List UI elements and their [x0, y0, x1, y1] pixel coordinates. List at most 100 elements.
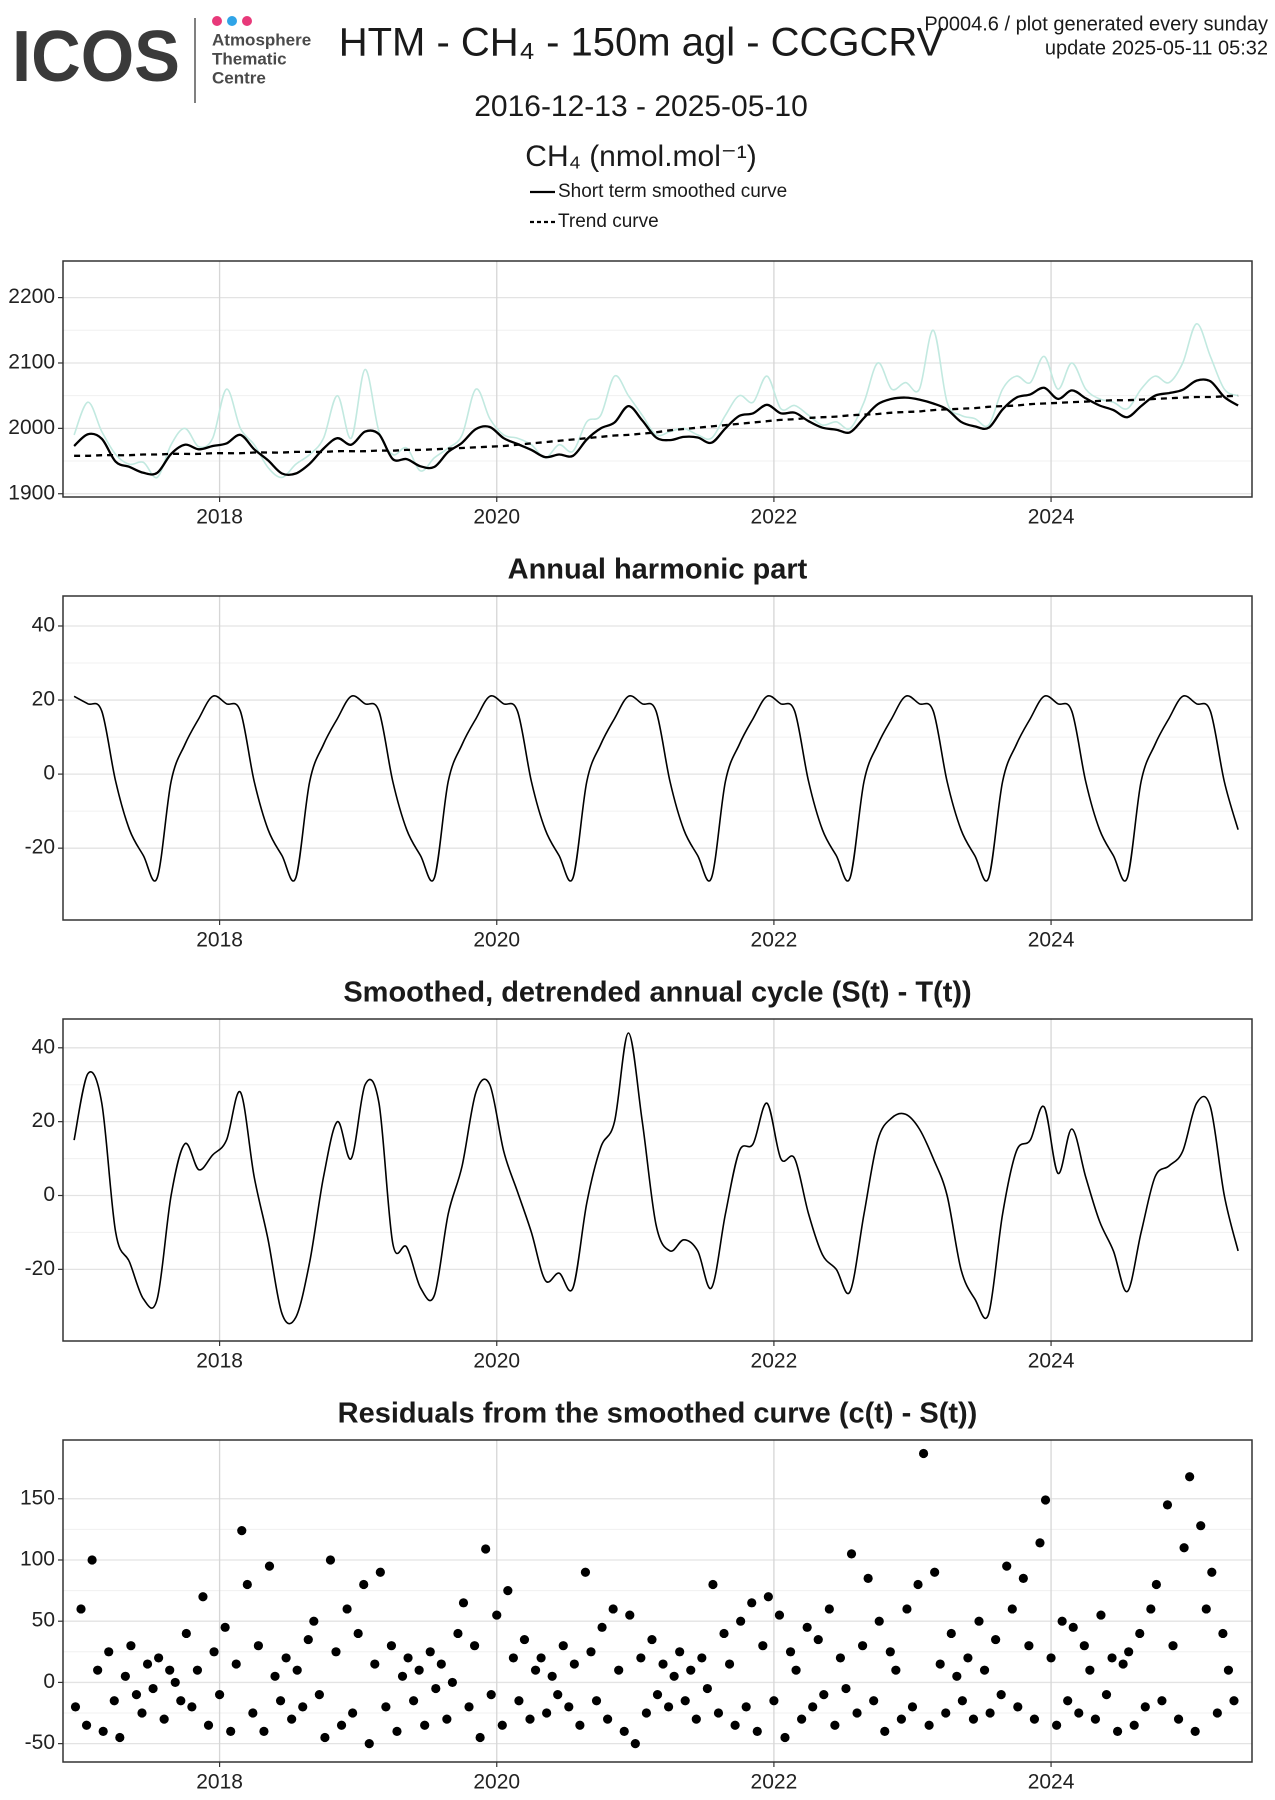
header: ICOS Atmosphere Thematic Centre HTM - CH… — [12, 13, 1268, 123]
residual-point — [1018, 1573, 1028, 1583]
residual-point — [747, 1598, 757, 1608]
residual-point — [1173, 1714, 1184, 1724]
panel-background — [63, 596, 1252, 920]
y-tick-label: 20 — [32, 1109, 55, 1132]
residual-point — [597, 1622, 607, 1632]
smoothed-line — [73, 378, 1239, 477]
residual-point — [115, 1732, 125, 1743]
residual-point — [181, 1628, 191, 1639]
residual-point — [198, 1592, 208, 1602]
residual-point — [935, 1659, 945, 1669]
residual-point — [968, 1714, 979, 1724]
x-tick-label: 2020 — [473, 506, 520, 529]
residual-point — [93, 1665, 103, 1675]
residual-point — [835, 1653, 846, 1663]
residual-point — [797, 1714, 807, 1724]
residual-point — [963, 1653, 973, 1663]
residual-point — [979, 1665, 990, 1675]
residual-point — [946, 1628, 956, 1639]
residual-point — [131, 1690, 142, 1700]
logo-dot — [227, 16, 237, 26]
residual-point — [447, 1677, 458, 1688]
panel-frame — [62, 1018, 1253, 1342]
panel-frame — [62, 595, 1253, 921]
panel-frame — [62, 260, 1253, 498]
y-tick-label: 1900 — [8, 481, 55, 504]
residual-point — [209, 1647, 219, 1657]
residual-point — [1046, 1653, 1056, 1663]
residual-point — [403, 1653, 413, 1663]
residual-point — [226, 1726, 236, 1736]
residual-point — [1112, 1726, 1123, 1736]
residual-point — [846, 1549, 857, 1559]
residual-point — [808, 1702, 818, 1712]
residual-point — [1218, 1628, 1228, 1639]
residual-point — [630, 1739, 640, 1749]
panel-frame — [62, 1439, 1253, 1763]
residual-point — [553, 1690, 563, 1700]
residual-point — [614, 1665, 624, 1675]
residual-point — [547, 1671, 557, 1681]
residual-point — [148, 1683, 158, 1694]
residual-point — [763, 1592, 773, 1602]
residual-point — [785, 1647, 796, 1657]
residual-point — [647, 1634, 657, 1645]
residual-point — [525, 1714, 535, 1724]
residual-point — [1052, 1720, 1062, 1730]
residual-point — [730, 1720, 740, 1730]
residual-point — [76, 1604, 86, 1614]
residual-point — [126, 1641, 136, 1651]
residual-point — [1223, 1665, 1234, 1675]
residual-point — [253, 1641, 263, 1651]
residual-point — [536, 1653, 546, 1663]
residual-point — [1035, 1538, 1045, 1548]
x-tick-label: 2024 — [1028, 1771, 1075, 1794]
data-line — [73, 323, 1239, 479]
residual-point — [397, 1671, 408, 1681]
residual-point — [259, 1726, 269, 1736]
x-tick-label: 2020 — [473, 1350, 520, 1373]
residual-point — [985, 1708, 995, 1718]
residual-point — [192, 1665, 203, 1675]
residual-point — [1096, 1610, 1106, 1620]
x-tick-label: 2020 — [473, 929, 520, 952]
residual-point — [991, 1634, 1001, 1645]
residual-point — [1201, 1604, 1211, 1614]
residual-point — [974, 1616, 984, 1626]
residual-point — [492, 1610, 502, 1620]
residual-point — [924, 1720, 934, 1730]
residual-point — [774, 1610, 785, 1620]
residual-point — [802, 1622, 812, 1632]
residual-point — [1185, 1472, 1195, 1482]
residual-point — [580, 1567, 591, 1577]
residual-point — [303, 1634, 313, 1645]
panel-background — [63, 261, 1252, 497]
residual-point — [309, 1616, 319, 1626]
x-tick-label: 2024 — [1028, 929, 1075, 952]
residual-point — [625, 1610, 635, 1620]
residual-point — [569, 1659, 579, 1669]
x-tick-label: 2018 — [196, 929, 243, 952]
residual-point — [857, 1641, 868, 1651]
residual-point — [1168, 1641, 1178, 1651]
residual-point — [1090, 1714, 1101, 1724]
residual-point — [370, 1659, 380, 1669]
residual-point — [1135, 1628, 1145, 1639]
residual-point — [497, 1720, 507, 1730]
trend-line — [74, 394, 1239, 457]
legend-label: Trend curve — [558, 211, 659, 232]
residual-point — [270, 1671, 280, 1681]
residual-point — [353, 1628, 363, 1639]
residual-point — [104, 1647, 114, 1657]
residual-point — [508, 1653, 518, 1663]
y-tick-label: 150 — [20, 1486, 55, 1509]
logo-line: Thematic — [212, 49, 287, 68]
residual-point — [702, 1683, 712, 1694]
residual-point — [819, 1690, 829, 1700]
panel-title: Smoothed, detrended annual cycle (S(t) -… — [343, 977, 971, 1009]
residual-point — [736, 1616, 746, 1626]
residual-point — [275, 1696, 286, 1706]
y-tick-label: 40 — [32, 614, 55, 637]
residual-point — [752, 1726, 762, 1736]
residual-point — [930, 1567, 940, 1577]
